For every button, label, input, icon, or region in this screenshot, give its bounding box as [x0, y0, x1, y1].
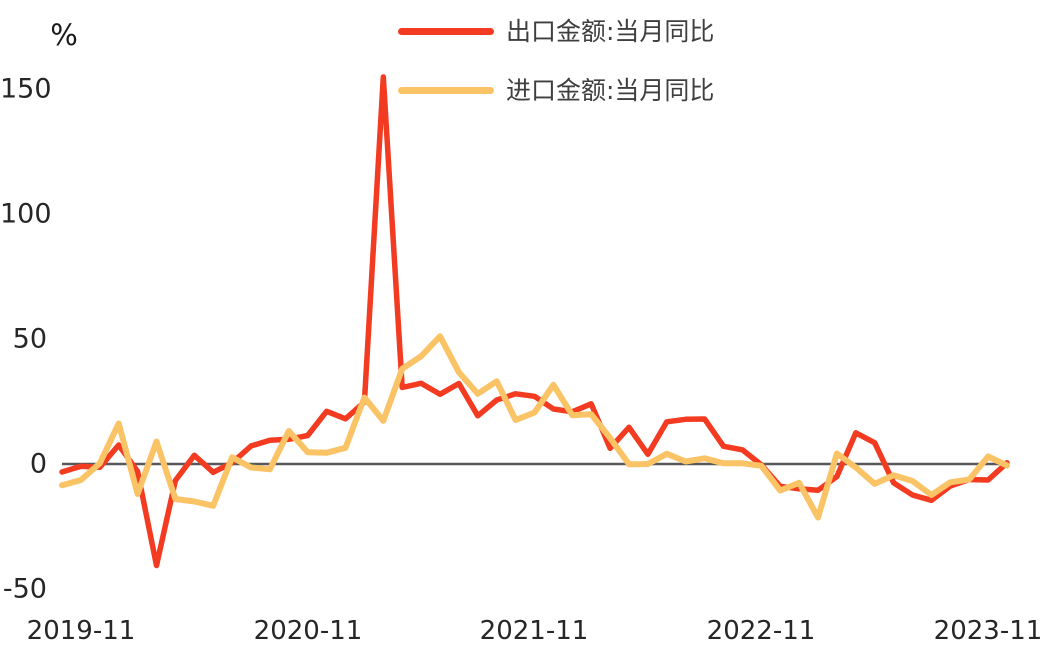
y-tick-label: 50	[12, 323, 47, 355]
y-tick-label: 0	[29, 448, 47, 480]
y-axis-unit-label: %	[50, 18, 78, 52]
y-tick-label: 150	[0, 73, 52, 105]
legend-label-import: 进口金额:当月同比	[506, 75, 715, 105]
legend: 出口金额:当月同比 进口金额:当月同比	[398, 13, 714, 131]
export-series-line	[59, 74, 1010, 569]
x-tick-label: 2019-11	[26, 616, 136, 646]
x-tick-label: 2020-11	[253, 616, 363, 646]
legend-item-import: 进口金额:当月同比	[398, 72, 714, 108]
y-tick-label: -50	[2, 573, 47, 605]
x-tick-label: 2021-11	[479, 616, 589, 646]
legend-label-export: 出口金额:当月同比	[506, 16, 715, 46]
export-line-swatch-icon	[398, 27, 494, 35]
x-tick-label: 2022-11	[706, 616, 816, 646]
y-tick-label: 100	[0, 198, 52, 230]
import-series-line	[59, 333, 1010, 521]
legend-item-export: 出口金额:当月同比	[398, 13, 714, 49]
import-line-swatch-icon	[398, 86, 494, 94]
x-tick-label: 2023-11	[933, 616, 1043, 646]
